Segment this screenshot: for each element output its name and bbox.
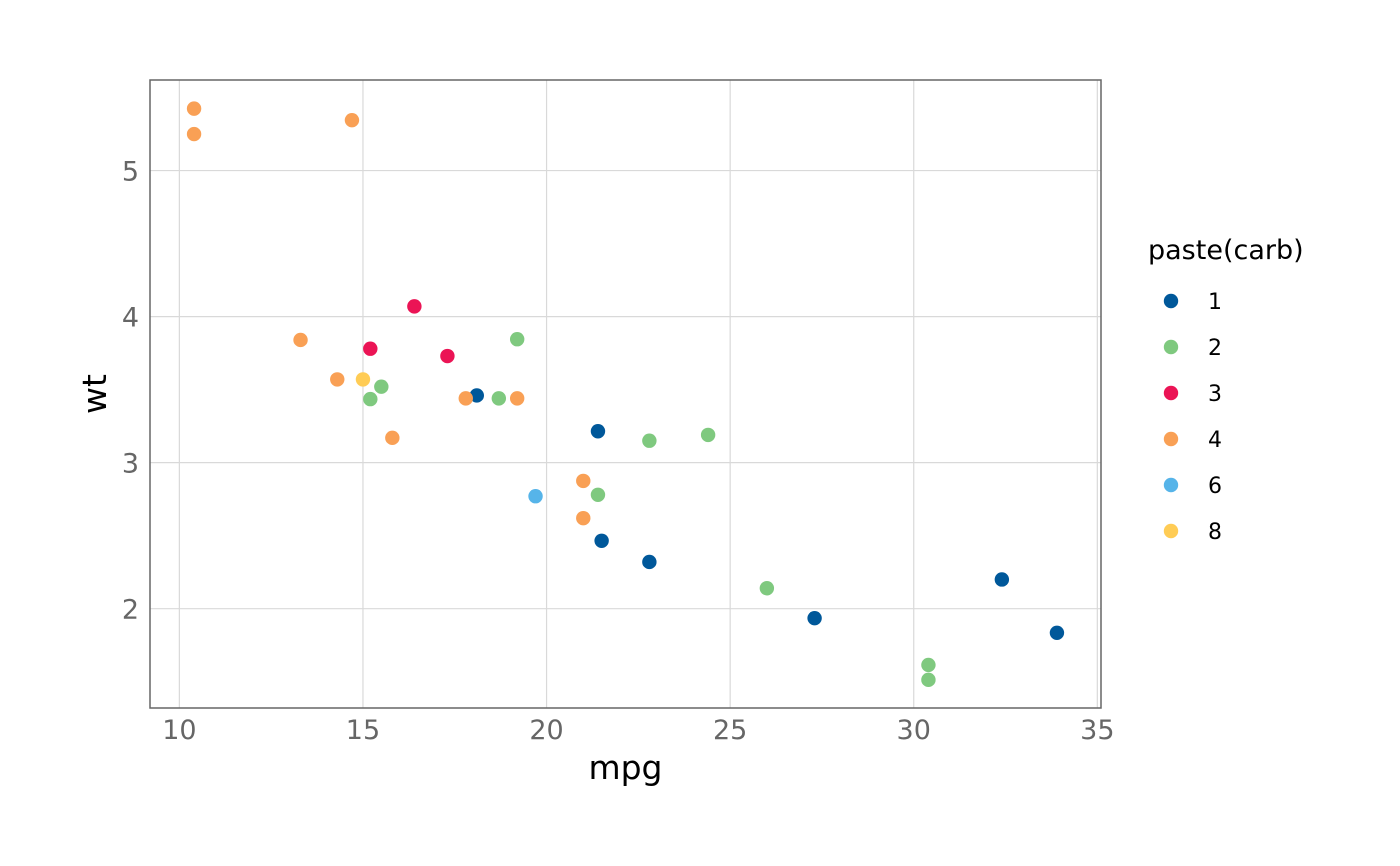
data-point-carb-2: [590, 487, 606, 502]
y-tick-label: 5: [122, 157, 139, 188]
data-point-carb-1: [594, 533, 609, 548]
panel-border: [149, 79, 1102, 709]
data-point-carb-4: [344, 112, 360, 128]
legend-label-6: 6: [1208, 474, 1222, 499]
data-point-carb-1: [590, 424, 606, 439]
data-point-carb-2: [363, 391, 378, 407]
legend-key-3: [1163, 385, 1179, 401]
data-point-carb-1: [1049, 625, 1065, 640]
data-point-carb-4: [186, 126, 202, 142]
data-point-carb-4: [330, 372, 345, 387]
data-point-carb-4: [458, 391, 473, 406]
data-point-carb-4: [385, 430, 400, 446]
data-point-carb-2: [509, 332, 525, 347]
data-point-carb-2: [921, 657, 936, 673]
y-tick-label: 2: [122, 595, 139, 626]
data-point-carb-1: [807, 610, 822, 626]
data-point-carb-2: [642, 433, 657, 448]
legend-label-3: 3: [1208, 382, 1222, 407]
data-point-carb-1: [469, 388, 484, 403]
x-tick-label: 30: [897, 715, 931, 746]
x-tick-label: 15: [346, 715, 380, 746]
x-axis-ticks: 10 15 20 25 30 35: [162, 715, 1114, 746]
x-tick-label: 10: [162, 715, 196, 746]
legend-key-8: [1163, 523, 1179, 539]
x-tick-label: 20: [529, 715, 563, 746]
y-axis-title: wt: [75, 374, 114, 414]
legend-label-2: 2: [1208, 336, 1222, 361]
data-point-carb-4: [576, 510, 591, 526]
data-point-carb-2: [921, 672, 936, 688]
y-axis-ticks: 2 3 4 5: [122, 157, 139, 626]
legend-key-6: [1163, 477, 1179, 493]
data-points: [186, 101, 1065, 688]
data-point-carb-2: [491, 391, 507, 406]
data-point-carb-6: [528, 489, 543, 504]
legend-label-8: 8: [1208, 520, 1222, 545]
x-axis-title: mpg: [588, 748, 662, 787]
legend-key-2: [1163, 339, 1179, 355]
data-point-carb-2: [759, 581, 775, 596]
data-point-carb-3: [407, 299, 422, 314]
grid-lines: [150, 80, 1101, 708]
legend-key-1: [1163, 293, 1179, 309]
y-tick-label: 4: [122, 303, 139, 334]
data-point-carb-2: [374, 379, 389, 394]
x-tick-label: 25: [713, 715, 747, 746]
legend-label-1: 1: [1208, 290, 1222, 315]
data-point-carb-4: [186, 101, 202, 116]
legend-label-4: 4: [1208, 428, 1222, 453]
legend-title: paste(carb): [1148, 235, 1304, 266]
legend: paste(carb) 1 2 3 4 6 8: [1148, 235, 1304, 545]
data-point-carb-3: [363, 341, 378, 356]
data-point-carb-2: [700, 427, 716, 443]
data-point-carb-8: [355, 372, 371, 387]
y-tick-label: 3: [122, 449, 139, 480]
data-point-carb-4: [293, 332, 308, 348]
data-point-carb-3: [440, 348, 455, 364]
data-point-carb-4: [509, 391, 525, 406]
data-point-carb-1: [642, 554, 657, 570]
data-point-carb-4: [576, 473, 591, 489]
data-point-carb-1: [994, 572, 1010, 587]
x-tick-label: 35: [1080, 715, 1114, 746]
legend-key-4: [1163, 431, 1179, 447]
